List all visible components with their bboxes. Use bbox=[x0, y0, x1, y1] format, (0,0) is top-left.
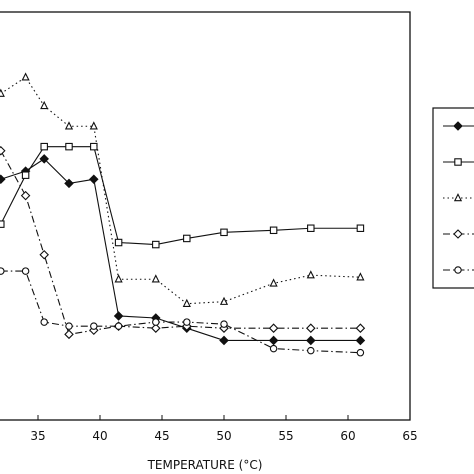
marker bbox=[89, 121, 98, 130]
x-tick-label: 65 bbox=[402, 429, 417, 443]
series-line bbox=[0, 158, 361, 341]
marker bbox=[0, 220, 5, 228]
marker bbox=[0, 88, 5, 97]
x-tick-label: 45 bbox=[154, 429, 169, 443]
marker bbox=[21, 171, 30, 179]
x-tick-label: 35 bbox=[30, 429, 45, 443]
x-tick-label: 40 bbox=[92, 429, 107, 443]
marker bbox=[21, 72, 30, 81]
marker bbox=[307, 224, 315, 232]
x-axis-label: TEMPERATURE (°C) bbox=[147, 458, 263, 472]
marker bbox=[220, 228, 228, 237]
marker bbox=[219, 335, 229, 346]
marker bbox=[152, 318, 160, 326]
marker bbox=[40, 100, 49, 110]
marker bbox=[65, 322, 73, 330]
x-tick-label: 55 bbox=[278, 429, 293, 443]
marker bbox=[0, 267, 5, 275]
marker bbox=[64, 329, 74, 340]
marker bbox=[0, 174, 6, 185]
marker bbox=[355, 335, 366, 346]
marker bbox=[269, 278, 278, 287]
marker bbox=[114, 238, 123, 247]
marker bbox=[151, 274, 160, 283]
marker bbox=[269, 344, 278, 353]
marker bbox=[268, 335, 279, 346]
marker bbox=[454, 158, 462, 166]
series-line bbox=[0, 76, 361, 305]
marker bbox=[219, 296, 229, 305]
marker bbox=[306, 323, 316, 333]
marker bbox=[307, 346, 315, 355]
marker bbox=[453, 229, 463, 239]
marker bbox=[90, 322, 98, 330]
marker bbox=[114, 322, 123, 330]
marker bbox=[268, 323, 279, 333]
marker bbox=[152, 240, 160, 249]
marker bbox=[89, 174, 99, 185]
marker bbox=[113, 311, 124, 321]
marker bbox=[355, 323, 366, 333]
marker bbox=[40, 318, 48, 326]
marker bbox=[306, 270, 315, 279]
marker bbox=[183, 234, 191, 243]
marker bbox=[356, 348, 365, 357]
marker bbox=[114, 274, 123, 283]
x-tick-label: 50 bbox=[216, 429, 231, 443]
marker bbox=[454, 266, 462, 274]
marker bbox=[20, 190, 31, 201]
marker bbox=[182, 298, 191, 307]
marker bbox=[220, 320, 228, 328]
marker bbox=[64, 121, 74, 130]
marker bbox=[39, 154, 49, 164]
series-line bbox=[0, 146, 361, 246]
marker bbox=[39, 249, 49, 260]
marker bbox=[453, 121, 463, 131]
marker bbox=[151, 323, 161, 333]
marker bbox=[40, 142, 48, 151]
marker bbox=[306, 335, 316, 346]
x-tick-label: 60 bbox=[340, 429, 355, 443]
marker bbox=[356, 272, 365, 281]
marker bbox=[453, 193, 463, 202]
marker bbox=[65, 142, 73, 151]
series-line bbox=[0, 270, 361, 354]
marker bbox=[183, 318, 191, 326]
marker bbox=[269, 226, 278, 235]
marker bbox=[356, 224, 365, 232]
plot-frame bbox=[0, 11, 411, 421]
legend bbox=[432, 107, 474, 289]
series-line bbox=[0, 150, 361, 335]
marker bbox=[90, 142, 98, 151]
marker bbox=[64, 178, 74, 189]
marker bbox=[0, 145, 6, 156]
marker bbox=[21, 267, 30, 275]
